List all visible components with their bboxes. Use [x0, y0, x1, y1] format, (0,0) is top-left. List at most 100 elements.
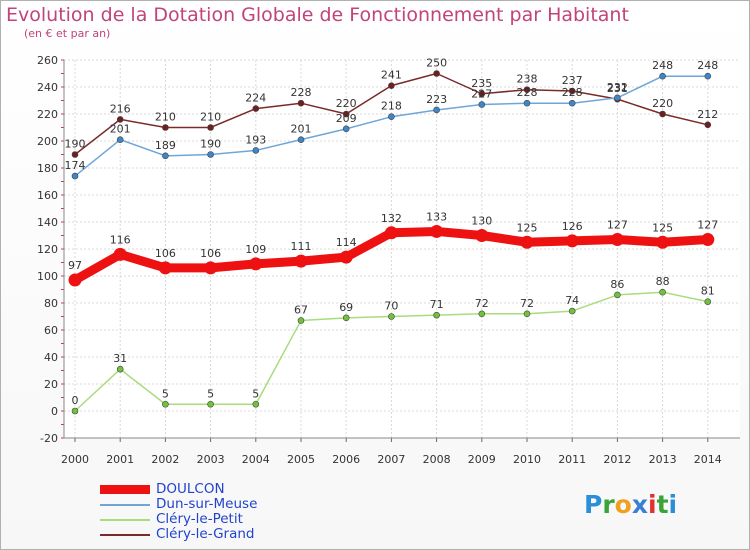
data-label-clery-le-petit: 72: [520, 297, 534, 310]
data-label-clery-le-grand: 216: [110, 102, 131, 115]
data-label-doulcon: 111: [291, 240, 312, 253]
data-point-clery-le-grand: [568, 87, 576, 95]
data-point-clery-le-petit: [71, 407, 79, 415]
data-point-doulcon: [68, 273, 82, 287]
x-tick-label: 2010: [513, 453, 541, 466]
x-tick-label: 2009: [468, 453, 496, 466]
data-point-clery-le-petit: [433, 311, 440, 319]
data-label-doulcon: 125: [652, 221, 673, 234]
data-point-doulcon: [656, 235, 670, 249]
data-point-doulcon: [158, 261, 172, 275]
x-tick-label: 2013: [649, 453, 677, 466]
legend-item-doulcon: DOULCON: [100, 482, 400, 497]
data-label-clery-le-petit: 81: [701, 285, 715, 298]
data-point-doulcon: [339, 250, 353, 264]
data-label-clery-le-petit: 74: [565, 294, 579, 307]
y-tick-label: 180: [37, 162, 58, 175]
x-tick-label: 2007: [377, 453, 405, 466]
data-point-dun-sur-meuse: [342, 125, 350, 133]
y-tick-label: 100: [37, 270, 58, 283]
data-label-doulcon: 127: [607, 219, 628, 232]
data-point-clery-le-petit: [704, 298, 712, 305]
data-label-doulcon: 133: [426, 210, 447, 223]
data-point-doulcon: [430, 224, 444, 238]
data-label-clery-le-grand: 210: [155, 111, 176, 124]
y-tick-label: -20: [40, 432, 58, 445]
data-point-doulcon: [204, 261, 218, 275]
y-tick-label: 220: [37, 108, 58, 121]
legend-item-clery-le-grand: Cléry-le-Grand: [100, 527, 400, 542]
data-label-clery-le-petit: 67: [294, 304, 308, 317]
data-label-clery-le-petit: 31: [113, 352, 127, 365]
data-label-doulcon: 125: [517, 221, 538, 234]
data-label-doulcon: 127: [697, 219, 718, 232]
x-tick-label: 2008: [423, 453, 451, 466]
legend-label-clery-le-grand: Cléry-le-Grand: [156, 526, 255, 542]
data-point-dun-sur-meuse: [71, 172, 79, 180]
logo-letter: P: [584, 490, 603, 519]
data-label-clery-le-grand: 238: [517, 73, 538, 86]
data-label-doulcon: 126: [562, 220, 583, 233]
data-label-clery-le-grand: 220: [652, 97, 673, 110]
data-point-clery-le-grand: [433, 70, 440, 77]
data-point-clery-le-petit: [568, 307, 576, 315]
legend-swatch-clery-le-petit: [100, 519, 150, 521]
data-point-doulcon: [565, 234, 579, 248]
x-tick-label: 2002: [151, 453, 179, 466]
data-point-dun-sur-meuse: [478, 101, 486, 108]
data-label-clery-le-grand: 224: [245, 92, 266, 105]
data-label-doulcon: 97: [68, 259, 82, 272]
y-tick-label: 140: [37, 216, 58, 229]
data-label-doulcon: 132: [381, 212, 402, 225]
x-tick-label: 2000: [61, 453, 89, 466]
y-tick-label: 240: [37, 81, 58, 94]
data-point-clery-le-grand: [297, 99, 305, 107]
legend-item-dun-sur-meuse: Dun-sur-Meuse: [100, 497, 400, 512]
data-label-dun-sur-meuse: 201: [291, 123, 312, 136]
data-point-clery-le-grand: [704, 121, 712, 129]
legend-label-doulcon: DOULCON: [156, 481, 225, 497]
data-label-clery-le-grand: 241: [381, 69, 402, 82]
data-point-dun-sur-meuse: [433, 106, 440, 114]
data-label-clery-le-petit: 69: [339, 301, 353, 314]
data-point-doulcon: [475, 229, 489, 242]
data-label-doulcon: 109: [245, 243, 266, 256]
data-point-clery-le-petit: [659, 288, 666, 296]
data-label-doulcon: 114: [336, 236, 357, 249]
data-point-dun-sur-meuse: [252, 147, 260, 154]
x-tick-label: 2001: [106, 453, 134, 466]
logo-letter: t: [656, 490, 669, 519]
legend: DOULCON Dun-sur-Meuse Cléry-le-Petit Clé…: [100, 482, 400, 542]
data-point-dun-sur-meuse: [116, 136, 124, 143]
data-point-clery-le-grand: [71, 151, 79, 158]
y-tick-label: 160: [37, 189, 58, 202]
data-point-doulcon: [294, 254, 308, 268]
data-label-clery-le-grand: 235: [471, 77, 492, 90]
data-label-dun-sur-meuse: 227: [471, 88, 492, 101]
logo-letter: o: [614, 490, 632, 519]
data-label-doulcon: 106: [200, 247, 221, 260]
data-point-dun-sur-meuse: [659, 72, 666, 80]
data-label-dun-sur-meuse: 189: [155, 139, 176, 152]
legend-swatch-clery-le-grand: [100, 534, 150, 536]
data-label-clery-le-petit: 86: [610, 278, 624, 291]
data-label-dun-sur-meuse: 218: [381, 100, 402, 113]
data-label-clery-le-grand: 228: [291, 86, 312, 99]
data-point-dun-sur-meuse: [614, 94, 621, 102]
data-point-clery-le-petit: [252, 400, 260, 408]
data-point-clery-le-grand: [116, 116, 124, 123]
y-tick-label: 40: [44, 351, 58, 364]
data-point-clery-le-petit: [478, 310, 486, 318]
x-tick-label: 2011: [558, 453, 586, 466]
logo-letter: i: [648, 490, 657, 519]
chart-subtitle: (en € et par an): [24, 27, 111, 40]
legend-swatch-doulcon: [100, 485, 150, 494]
data-point-clery-le-petit: [388, 313, 395, 320]
data-label-clery-le-petit: 5: [207, 387, 214, 400]
legend-swatch-dun-sur-meuse: [100, 504, 150, 506]
y-tick-label: 260: [37, 54, 58, 67]
data-point-clery-le-petit: [116, 365, 124, 373]
data-label-dun-sur-meuse: 174: [65, 159, 86, 172]
data-point-clery-le-grand: [659, 110, 666, 118]
